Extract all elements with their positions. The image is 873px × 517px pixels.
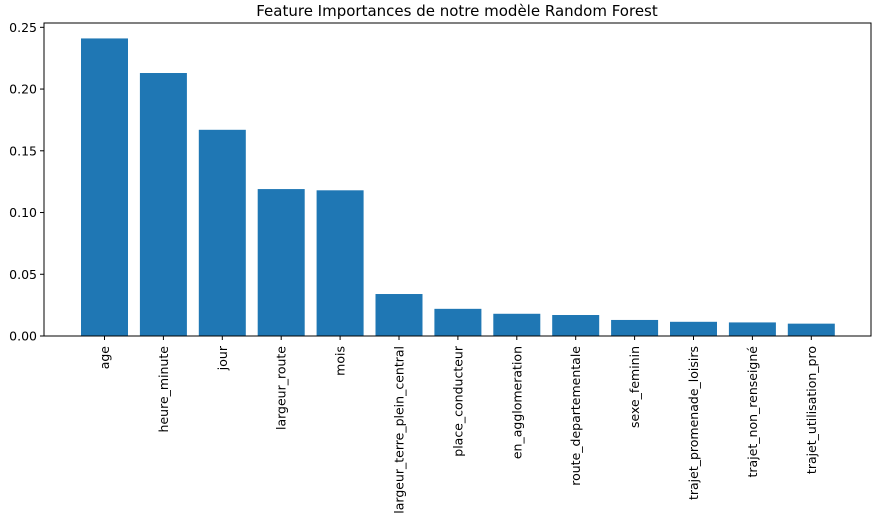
bar-jour (198, 129, 246, 336)
x-tick-label: age (97, 346, 112, 370)
x-tick-label: place_conducteur (450, 345, 465, 457)
y-tick-label: 0.20 (9, 82, 37, 97)
bar-trajet_non_renseigné (728, 322, 776, 336)
bar-en_agglomeration (493, 313, 541, 336)
y-axis: 0.00 0.05 0.10 0.15 0.20 0.25 (9, 20, 44, 344)
bar-route_departementale (552, 315, 600, 336)
bar-largeur_route (257, 189, 305, 336)
x-tick-label: en_agglomeration (509, 346, 524, 459)
y-tick-label: 0.05 (9, 267, 37, 282)
x-tick-label: trajet_promenade_loisirs (686, 346, 701, 500)
x-tick-label: largeur_route (274, 346, 289, 430)
bar-place_conducteur (434, 308, 482, 336)
bar-age (81, 38, 128, 336)
y-tick-label: 0.25 (9, 20, 37, 35)
x-tick-label: largeur_terre_plein_central (392, 346, 407, 514)
bars (81, 38, 835, 336)
x-tick-label: mois (333, 346, 348, 376)
bar-sexe_feminin (611, 319, 659, 336)
x-tick-label: heure_minute (156, 346, 171, 433)
y-tick-label: 0.00 (9, 329, 37, 344)
x-tick-label: route_departementale (568, 346, 583, 486)
bar-heure_minute (139, 73, 187, 336)
x-tick-label: trajet_non_renseigné (745, 346, 760, 478)
x-axis: age heure_minute jour largeur_route mois larg… (97, 336, 819, 514)
chart-title: Feature Importances de notre modèle Rand… (256, 2, 658, 20)
x-tick-label: jour (215, 345, 230, 371)
plot-frame (43, 22, 872, 337)
bar-mois (316, 190, 364, 336)
x-tick-label: trajet_utilisation_pro (804, 346, 819, 474)
bar-largeur_terre_plein_central (375, 294, 423, 336)
bar-trajet_utilisation_pro (787, 323, 835, 336)
y-tick-label: 0.15 (9, 143, 37, 158)
y-tick-label: 0.10 (9, 205, 37, 220)
bar-trajet_promenade_loisirs (670, 321, 717, 336)
x-tick-label: sexe_feminin (627, 346, 642, 428)
